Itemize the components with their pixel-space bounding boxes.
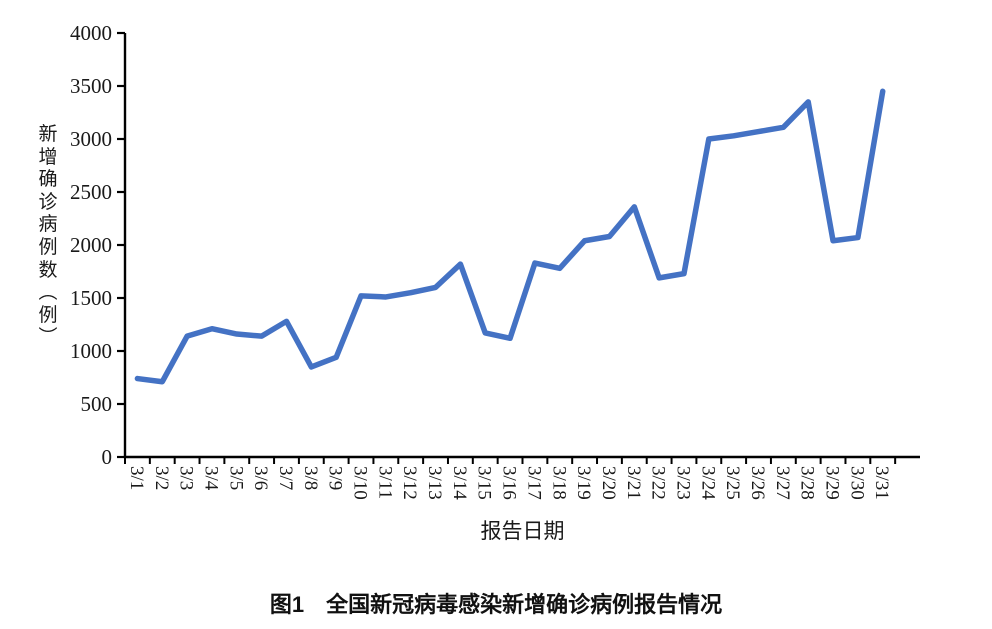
- x-tick-label: 3/23: [672, 466, 693, 500]
- x-tick-label: 3/27: [772, 466, 793, 500]
- x-tick-label: 3/31: [871, 466, 892, 500]
- x-tick-label: 3/17: [523, 466, 544, 500]
- x-axis-title: 报告日期: [480, 519, 565, 543]
- y-tick-label: 4000: [70, 21, 112, 45]
- y-tick-label: 2500: [70, 180, 112, 204]
- y-tick-label: 2000: [70, 233, 112, 257]
- x-tick-label: 3/15: [474, 466, 495, 500]
- x-tick-label: 3/10: [350, 466, 371, 500]
- x-tick-label: 3/9: [325, 466, 346, 490]
- x-tick-label: 3/26: [747, 466, 768, 500]
- x-tick-label: 3/24: [697, 466, 718, 500]
- x-tick-label: 3/28: [797, 466, 818, 500]
- x-tick-label: 3/11: [374, 466, 395, 499]
- y-tick-label: 3500: [70, 74, 112, 98]
- x-tick-label: 3/20: [598, 466, 619, 500]
- y-axis-title: 新 增 确 诊 病 例 数 ︵ 例 ︶: [38, 124, 58, 349]
- y-tick-label: 3000: [70, 127, 112, 151]
- x-tick-label: 3/7: [275, 466, 296, 490]
- x-tick-label: 3/29: [822, 466, 843, 500]
- x-tick-label: 3/2: [151, 466, 172, 490]
- x-tick-label: 3/14: [449, 466, 470, 500]
- x-tick-label: 3/16: [499, 466, 520, 500]
- x-tick-label: 3/8: [300, 466, 321, 490]
- x-tick-label: 3/18: [548, 466, 569, 500]
- y-tick-label: 0: [102, 445, 113, 469]
- x-tick-label: 3/4: [200, 466, 221, 491]
- figure-caption: 图1 全国新冠病毒感染新增确诊病例报告情况: [269, 592, 723, 617]
- x-tick-label: 3/21: [623, 466, 644, 500]
- y-tick-label: 1000: [70, 339, 112, 363]
- x-tick-label: 3/30: [846, 466, 867, 500]
- x-tick-label: 3/3: [176, 466, 197, 490]
- x-tick-label: 3/12: [399, 466, 420, 500]
- x-tick-label: 3/1: [126, 466, 147, 490]
- x-tick-label: 3/5: [225, 466, 246, 490]
- x-tick-label: 3/25: [722, 466, 743, 500]
- x-tick-label: 3/6: [250, 466, 271, 490]
- y-tick-label: 1500: [70, 286, 112, 310]
- x-tick-label: 3/22: [648, 466, 669, 500]
- y-tick-label: 500: [81, 392, 113, 416]
- data-line-series: [134, 88, 886, 385]
- x-tick-label: 3/13: [424, 466, 445, 500]
- x-tick-label: 3/19: [573, 466, 594, 500]
